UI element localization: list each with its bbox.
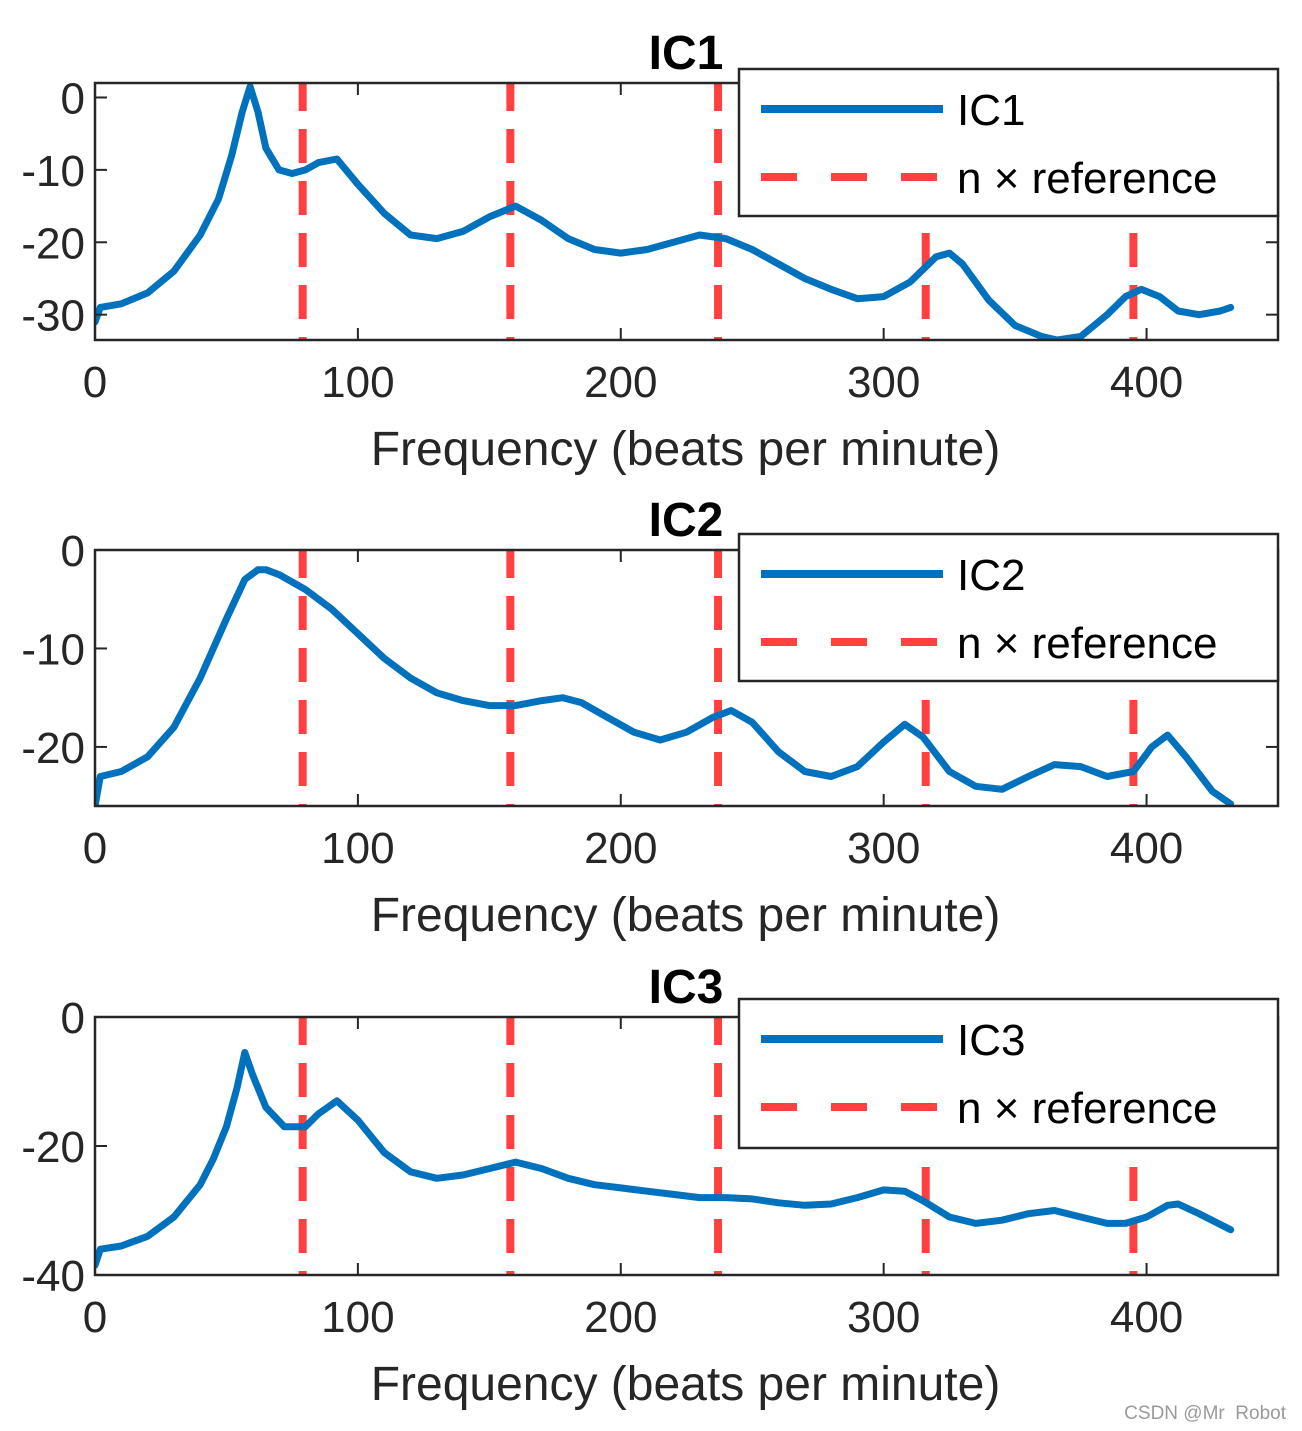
chart-title: IC1 (649, 27, 724, 80)
x-axis-label: Frequency (beats per minute) (371, 889, 1001, 942)
x-tick-label: 0 (83, 1293, 107, 1342)
x-tick-label: 200 (584, 358, 657, 407)
legend-label-reference: n × reference (957, 154, 1218, 203)
legend: IC3 n × reference (737, 997, 1280, 1150)
series-line-ic2 (95, 566, 1235, 806)
y-tick-label: -20 (21, 724, 85, 773)
x-tick-label: 200 (584, 824, 657, 873)
x-tick-label: 300 (847, 1293, 920, 1342)
legend-box (737, 67, 1280, 218)
y-tick-label: -30 (21, 292, 85, 341)
y-tick-label: -40 (21, 1252, 85, 1301)
y-tick-label: -10 (21, 147, 85, 196)
legend-label-series: IC2 (957, 551, 1025, 600)
x-axis-label: Frequency (beats per minute) (371, 423, 1001, 476)
series-line-ic3 (95, 1049, 1235, 1269)
x-tick-label: 400 (1110, 824, 1183, 873)
legend-label-series: IC1 (957, 86, 1025, 135)
legend-label-reference: n × reference (957, 619, 1218, 668)
chart-title: IC3 (649, 961, 724, 1014)
legend: IC1 n × reference (737, 67, 1280, 218)
y-tick-label: -20 (21, 1123, 85, 1172)
x-tick-label: 300 (847, 358, 920, 407)
y-tick-label: 0 (61, 994, 85, 1043)
legend: IC2 n × reference (737, 532, 1280, 683)
legend-box (737, 532, 1280, 683)
y-tick-label: -10 (21, 625, 85, 674)
y-tick-label: 0 (61, 527, 85, 576)
chart-title: IC2 (649, 494, 724, 547)
x-tick-label: 100 (321, 358, 394, 407)
legend-label-series: IC3 (957, 1016, 1025, 1065)
subplot-ic3: 0 100 200 300 400 -40 -20 0 Frequency (beats per… (21, 961, 1280, 1411)
legend-label-reference: n × reference (957, 1084, 1218, 1133)
x-tick-label: 0 (83, 824, 107, 873)
x-tick-label: 300 (847, 824, 920, 873)
x-tick-label: 400 (1110, 1293, 1183, 1342)
subplot-ic2: 0 100 200 300 400 -20 -10 0 Frequency (beats per… (21, 494, 1280, 942)
y-tick-label: -20 (21, 219, 85, 268)
legend-box (737, 997, 1280, 1150)
x-tick-label: 400 (1110, 358, 1183, 407)
watermark: CSDN @Mr Robot (1124, 1403, 1286, 1424)
series-line-ic1 (95, 83, 1235, 340)
x-axis-label: Frequency (beats per minute) (371, 1358, 1001, 1411)
x-tick-label: 200 (584, 1293, 657, 1342)
x-tick-label: 0 (83, 358, 107, 407)
y-tick-label: 0 (61, 74, 85, 123)
subplot-ic1: 0 100 200 300 400 -30 -20 -10 0 Frequency (beats … (21, 27, 1280, 476)
x-tick-label: 100 (321, 824, 394, 873)
x-tick-label: 100 (321, 1293, 394, 1342)
